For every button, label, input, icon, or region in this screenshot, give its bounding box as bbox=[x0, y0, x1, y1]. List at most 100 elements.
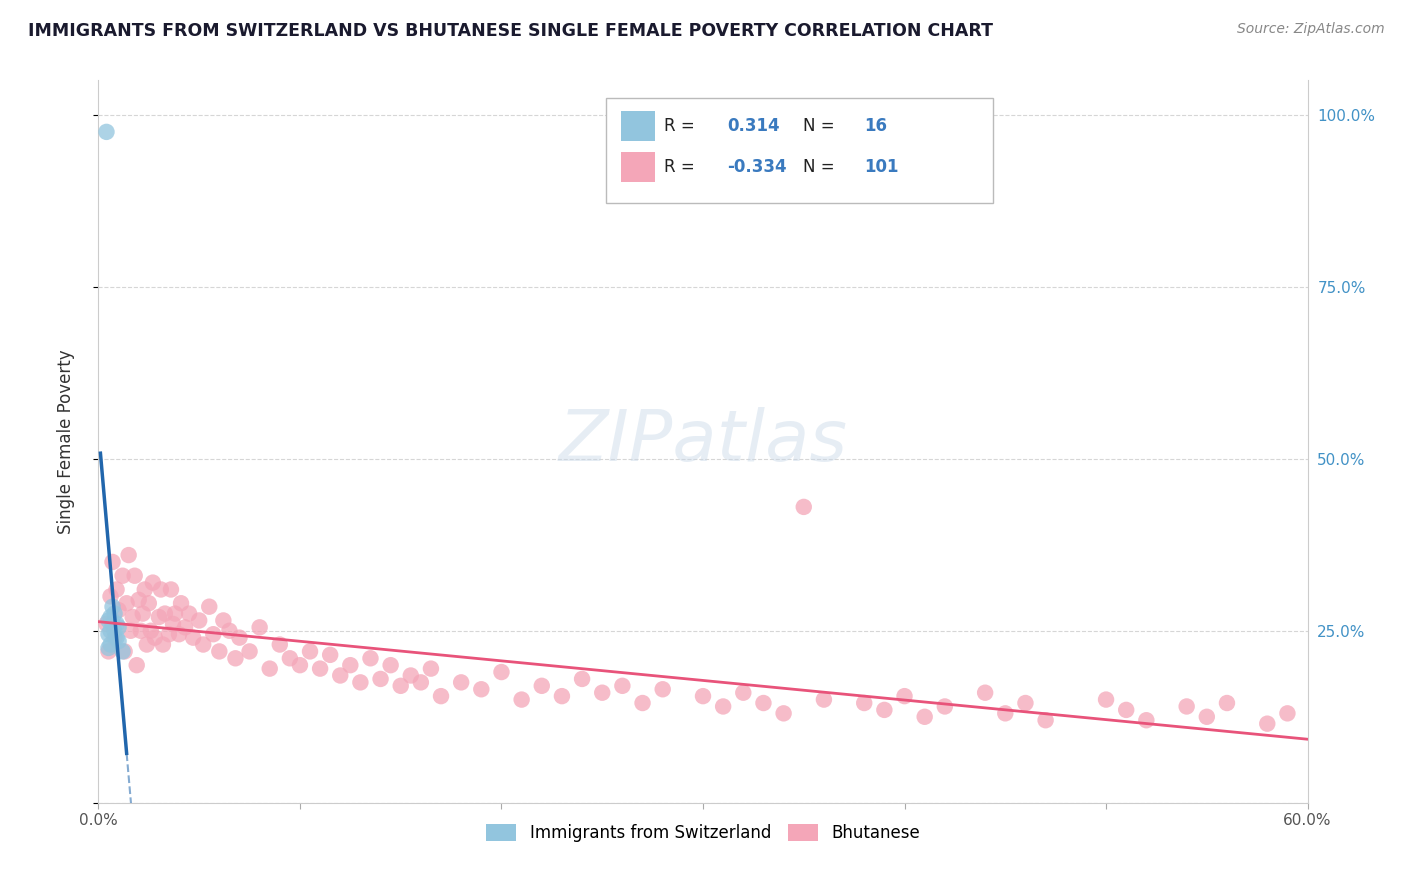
Point bbox=[111, 644, 134, 658]
FancyBboxPatch shape bbox=[621, 111, 655, 141]
Point bbox=[491, 665, 513, 679]
Point bbox=[1035, 713, 1057, 727]
Point bbox=[974, 686, 997, 700]
Point bbox=[97, 640, 120, 655]
Point bbox=[97, 644, 120, 658]
Point bbox=[202, 627, 225, 641]
Point bbox=[288, 658, 311, 673]
Point bbox=[103, 631, 125, 645]
Point bbox=[1135, 713, 1157, 727]
FancyBboxPatch shape bbox=[606, 98, 993, 203]
Point bbox=[105, 631, 128, 645]
Point bbox=[181, 631, 204, 645]
Point bbox=[711, 699, 734, 714]
Point bbox=[1256, 716, 1278, 731]
Point bbox=[121, 610, 143, 624]
Text: 0.314: 0.314 bbox=[727, 117, 780, 135]
Point bbox=[259, 662, 281, 676]
Text: -0.334: -0.334 bbox=[727, 158, 787, 176]
Point bbox=[420, 662, 443, 676]
Point bbox=[188, 614, 211, 628]
Point bbox=[125, 658, 148, 673]
Point bbox=[893, 689, 915, 703]
Point bbox=[551, 689, 574, 703]
Point bbox=[138, 596, 160, 610]
Point bbox=[118, 548, 141, 562]
Point bbox=[329, 668, 352, 682]
Point bbox=[212, 614, 235, 628]
Point bbox=[269, 638, 291, 652]
Point bbox=[370, 672, 392, 686]
Point bbox=[115, 596, 138, 610]
Point bbox=[101, 555, 124, 569]
Point bbox=[101, 599, 124, 614]
Point bbox=[218, 624, 240, 638]
Point bbox=[873, 703, 896, 717]
Point bbox=[278, 651, 301, 665]
Text: R =: R = bbox=[664, 158, 700, 176]
Point bbox=[299, 644, 322, 658]
Y-axis label: Single Female Poverty: Single Female Poverty bbox=[56, 350, 75, 533]
Point bbox=[1175, 699, 1198, 714]
Text: 101: 101 bbox=[863, 158, 898, 176]
Point bbox=[103, 624, 125, 638]
Point bbox=[1115, 703, 1137, 717]
Text: Source: ZipAtlas.com: Source: ZipAtlas.com bbox=[1237, 22, 1385, 37]
Point bbox=[160, 582, 183, 597]
Point bbox=[100, 638, 122, 652]
Point bbox=[107, 603, 129, 617]
Point bbox=[349, 675, 371, 690]
Point bbox=[772, 706, 794, 721]
Point bbox=[430, 689, 453, 703]
Point bbox=[139, 624, 162, 638]
Point bbox=[107, 620, 129, 634]
Point bbox=[409, 675, 432, 690]
Point bbox=[571, 672, 593, 686]
Point bbox=[105, 616, 128, 631]
Point bbox=[124, 568, 146, 582]
Point bbox=[149, 582, 172, 597]
Point bbox=[167, 627, 190, 641]
Point bbox=[389, 679, 412, 693]
Point bbox=[193, 638, 215, 652]
Text: N =: N = bbox=[803, 117, 841, 135]
Point bbox=[1216, 696, 1239, 710]
Point bbox=[380, 658, 402, 673]
Point bbox=[111, 568, 134, 582]
Point bbox=[612, 679, 634, 693]
Point bbox=[153, 607, 176, 621]
Text: N =: N = bbox=[803, 158, 841, 176]
Point bbox=[179, 607, 201, 621]
Point bbox=[97, 614, 120, 628]
Point bbox=[174, 620, 197, 634]
Point bbox=[114, 644, 136, 658]
Point bbox=[530, 679, 553, 693]
Point bbox=[148, 610, 170, 624]
Point bbox=[198, 599, 221, 614]
Point bbox=[162, 616, 184, 631]
Point bbox=[129, 624, 152, 638]
Point bbox=[470, 682, 492, 697]
Point bbox=[752, 696, 775, 710]
Point bbox=[152, 638, 174, 652]
Point bbox=[450, 675, 472, 690]
Point bbox=[96, 616, 118, 631]
Point bbox=[142, 575, 165, 590]
Point bbox=[399, 668, 422, 682]
Point bbox=[1014, 696, 1036, 710]
Point bbox=[914, 710, 936, 724]
Point bbox=[1277, 706, 1299, 721]
Point bbox=[339, 658, 361, 673]
Point bbox=[128, 592, 150, 607]
Point bbox=[994, 706, 1017, 721]
Text: IMMIGRANTS FROM SWITZERLAND VS BHUTANESE SINGLE FEMALE POVERTY CORRELATION CHART: IMMIGRANTS FROM SWITZERLAND VS BHUTANESE… bbox=[28, 22, 993, 40]
FancyBboxPatch shape bbox=[621, 152, 655, 182]
Point bbox=[591, 686, 613, 700]
Point bbox=[934, 699, 956, 714]
Point bbox=[224, 651, 246, 665]
Point bbox=[134, 582, 156, 597]
Point bbox=[692, 689, 714, 703]
Text: R =: R = bbox=[664, 117, 700, 135]
Point bbox=[1195, 710, 1218, 724]
Point bbox=[793, 500, 815, 514]
